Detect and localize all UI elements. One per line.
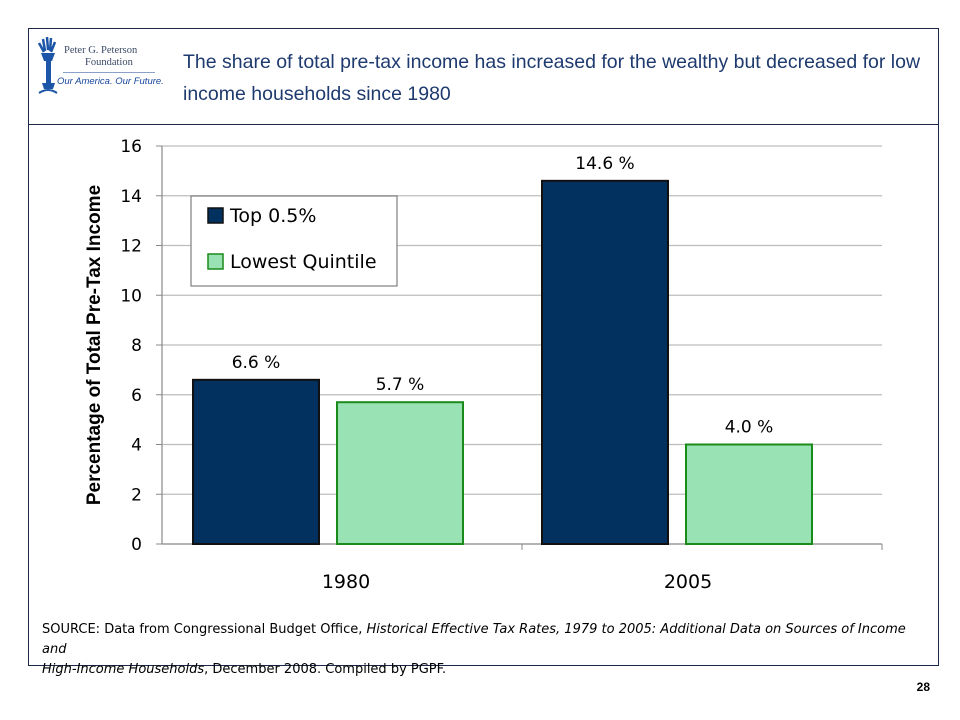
legend-swatch	[207, 207, 224, 224]
legend-label: Top 0.5%	[229, 205, 316, 227]
bar	[336, 401, 464, 545]
source-suffix: , December 2008. Compiled by PGPF.	[204, 662, 447, 677]
y-tick-label: 0	[131, 535, 142, 555]
y-tick-label: 8	[131, 336, 142, 356]
data-label: 14.6 %	[575, 154, 634, 174]
legend-label: Lowest Quintile	[230, 251, 377, 273]
source-note: SOURCE: Data from Congressional Budget O…	[42, 620, 932, 680]
bar	[685, 443, 813, 545]
source-prefix: SOURCE: Data from Congressional Budget O…	[42, 622, 367, 637]
data-label: 4.0 %	[725, 418, 774, 438]
source-title-2: High-Income Households	[42, 662, 205, 677]
x-tick-label: 2005	[664, 571, 712, 593]
legend-swatch	[207, 253, 224, 270]
logo-tagline: Our America. Our Future.	[57, 76, 164, 87]
page-number: 28	[916, 680, 930, 694]
y-tick-label: 4	[131, 436, 142, 456]
torch-icon	[37, 36, 58, 94]
header-panel: Peter G. Peterson Foundation Our America…	[28, 28, 939, 125]
source-title-1: Historical Effective Tax Rates, 1979 to …	[42, 622, 906, 657]
y-tick-label: 16	[120, 137, 142, 157]
bar	[192, 378, 320, 546]
page-title: The share of total pre-tax income has in…	[183, 51, 921, 105]
y-tick-label: 2	[131, 485, 142, 505]
logo-name-line1: Peter G. Peterson	[64, 45, 138, 56]
peterson-foundation-logo: Peter G. Peterson Foundation Our America…	[35, 35, 170, 101]
data-label: 5.7 %	[376, 375, 425, 395]
y-axis-label: Percentage of Total Pre-Tax Income	[84, 185, 105, 505]
bar	[541, 179, 669, 545]
y-tick-label: 6	[131, 386, 142, 406]
logo-divider	[63, 72, 155, 73]
y-tick-label: 12	[120, 237, 142, 257]
y-tick-label: 14	[120, 187, 142, 207]
x-tick-label: 1980	[322, 571, 370, 593]
y-tick-label: 10	[120, 286, 142, 306]
data-label: 6.6 %	[232, 353, 281, 373]
legend-box	[190, 195, 398, 287]
chart-panel	[28, 124, 939, 666]
logo-name-line2: Foundation	[85, 57, 133, 68]
